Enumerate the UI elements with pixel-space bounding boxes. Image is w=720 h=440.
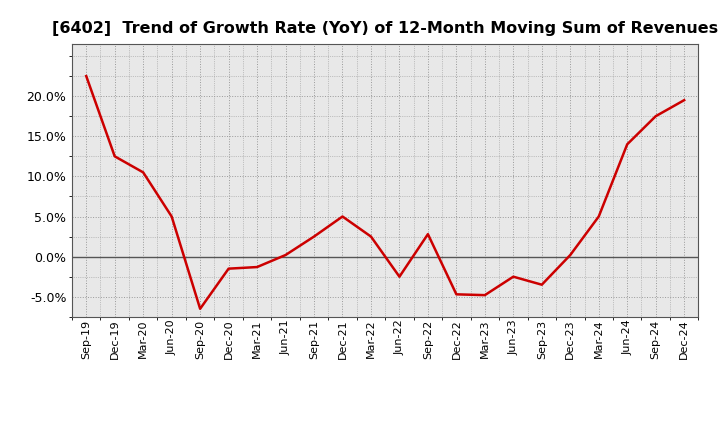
Title: [6402]  Trend of Growth Rate (YoY) of 12-Month Moving Sum of Revenues: [6402] Trend of Growth Rate (YoY) of 12-… [52, 21, 719, 36]
